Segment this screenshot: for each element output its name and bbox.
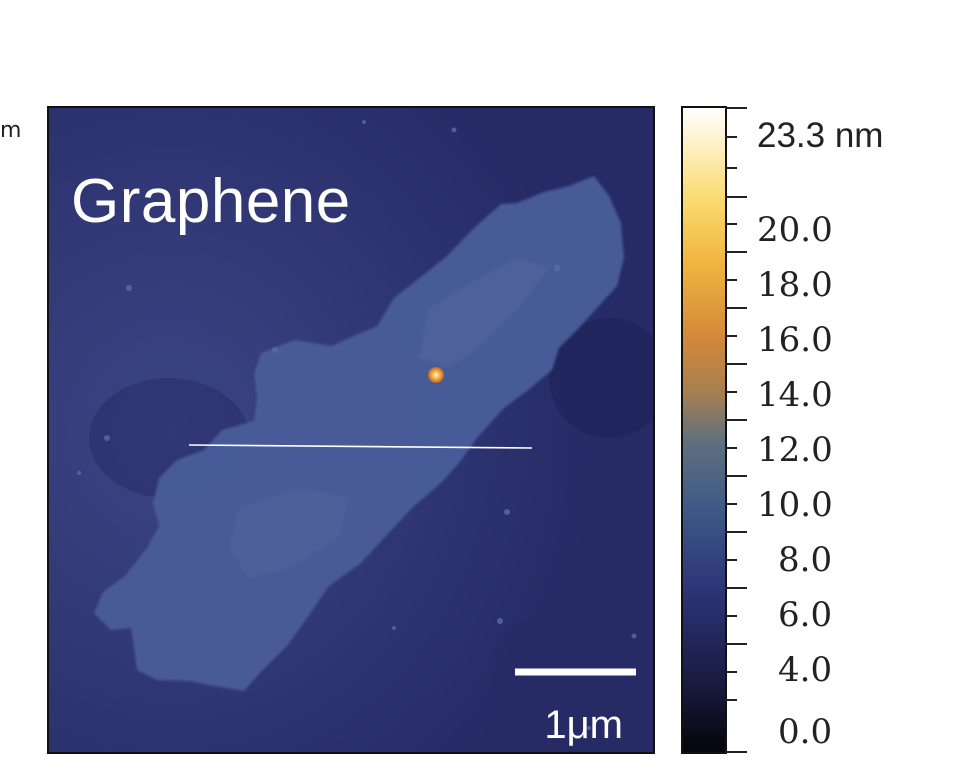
colorbar-tick-label: 14.0 [757, 375, 833, 415]
colorbar-tick-label: 12.0 [757, 430, 833, 470]
cropped-axis-unit: m [0, 118, 22, 143]
colorbar-max-label: 23.3 nm [757, 116, 884, 155]
colorbar-tick-label: 10.0 [757, 485, 833, 525]
colorbar-tick-label: 8.0 [778, 540, 833, 580]
height-colorbar [681, 106, 727, 754]
surface-particles [77, 120, 637, 730]
colorbar-tick-label: 18.0 [757, 265, 833, 305]
height-profile-line [188, 444, 533, 449]
colorbar-tick-label: 4.0 [778, 650, 833, 690]
afm-height-image: Graphene 1μm [47, 106, 655, 754]
scalebar-label: 1μm [544, 703, 623, 747]
sample-label: Graphene [71, 167, 351, 236]
colorbar-gradient [683, 108, 725, 752]
colorbar-tick-label: 6.0 [778, 595, 833, 635]
colorbar-tick-label: 20.0 [757, 210, 833, 250]
colorbar-tick-label: 0.0 [778, 712, 833, 752]
colorbar-ticks [725, 107, 747, 753]
bright-particle [428, 367, 444, 383]
afm-image-drawing [49, 108, 653, 752]
colorbar-tick-label: 16.0 [757, 320, 833, 360]
